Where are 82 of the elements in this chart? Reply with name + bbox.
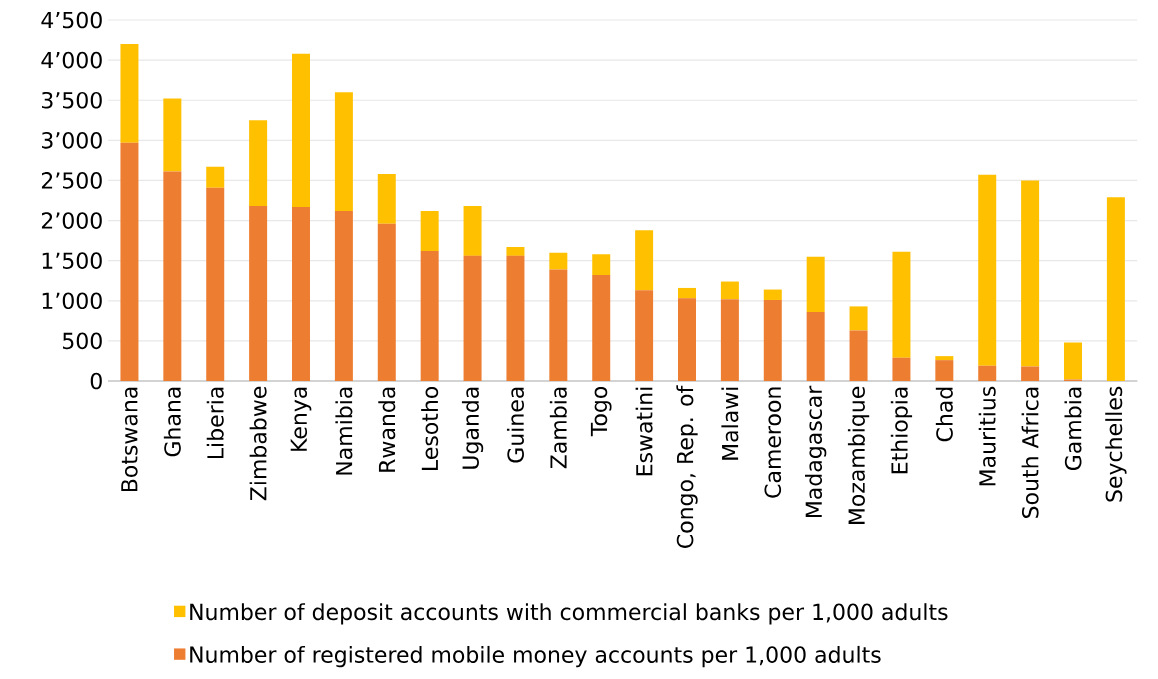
bar (849, 306, 868, 331)
bar (120, 44, 139, 143)
y-tick-label: 3’500 (41, 91, 102, 109)
x-tick-label: Cameroon (764, 387, 782, 498)
x-tick-label: Lesotho (421, 386, 439, 470)
bar (678, 298, 696, 381)
y-tick-label: 3’000 (41, 132, 102, 149)
y-tick-label: 0 (90, 372, 102, 390)
x-tick-label: Chad (935, 387, 953, 442)
bar (549, 269, 568, 381)
bar (720, 299, 739, 381)
bar (635, 290, 654, 381)
bar (678, 287, 696, 299)
bar (463, 206, 482, 256)
bar (163, 98, 182, 172)
bar (978, 365, 997, 381)
bar (334, 92, 353, 211)
bar (1021, 366, 1040, 381)
bar (935, 360, 954, 381)
x-tick-label: Togo (590, 386, 612, 437)
x-tick-label: Botswana (121, 387, 138, 492)
x-tick-label: Mozambique (847, 386, 870, 524)
bar (763, 299, 782, 381)
bar (420, 210, 439, 252)
y-tick-label: 4’000 (41, 51, 102, 69)
x-tick-label: Congo, Rep. of (676, 385, 698, 548)
bar (763, 289, 782, 300)
x-tick-label: Seychelles (1105, 386, 1127, 502)
x-tick-label: Gambia (1064, 387, 1082, 470)
bar (806, 312, 825, 381)
bar (292, 53, 311, 207)
bar (635, 230, 654, 291)
bar (720, 281, 739, 300)
x-tick-label: Uganda (461, 387, 484, 469)
bar (249, 206, 268, 381)
bar (892, 357, 911, 381)
x-tick-label: Rwanda (378, 387, 396, 472)
x-tick-label: Liberia (206, 387, 224, 459)
bar (592, 275, 611, 381)
y-tick-label: 2’000 (41, 212, 102, 229)
bar (292, 206, 311, 381)
x-tick-label: Madagascar (805, 385, 827, 517)
bar (206, 166, 225, 188)
y-tick-label: 500 (63, 332, 102, 350)
bar (463, 255, 482, 381)
bar (420, 251, 439, 381)
bar (1021, 180, 1040, 367)
y-tick-label: 2’500 (41, 172, 102, 189)
bar (806, 256, 825, 313)
x-tick-label: South Africa (1021, 387, 1039, 518)
bar (849, 330, 868, 381)
x-tick-label: Guinea (506, 387, 524, 463)
legend-label: Number of registered mobile money accounts per 1,000 adults (190, 645, 881, 668)
x-tick-label: Zimbabwe (249, 386, 267, 501)
x-tick-label: Zambia (549, 387, 567, 469)
bar (206, 187, 225, 381)
x-tick-label: Malawi (721, 387, 739, 460)
bar (377, 174, 396, 224)
x-tick-label: Eswatini (635, 387, 653, 476)
y-tick-label: 1’000 (42, 292, 102, 310)
x-tick-label: Namibia (335, 387, 353, 475)
bar (1063, 342, 1082, 380)
x-tick-label: Kenya (290, 387, 312, 451)
y-tick-label: 1’500 (42, 252, 102, 269)
bar (592, 254, 611, 276)
bar (120, 142, 139, 381)
bar (506, 247, 525, 256)
bar (935, 356, 954, 361)
bar (549, 252, 568, 270)
bar (334, 210, 353, 381)
legend-label: Number of deposit accounts with commercial banks per 1,000 adults (190, 603, 948, 625)
bar (249, 120, 268, 207)
bar (163, 171, 182, 381)
x-tick-label: Mauritius (978, 386, 996, 486)
bar (892, 251, 911, 358)
x-tick-label: Ethiopia (890, 387, 913, 474)
x-tick-label: Ghana (163, 387, 181, 457)
bar (377, 223, 396, 381)
bar (506, 255, 525, 381)
y-tick-label: 4’500 (41, 11, 102, 29)
bar (1106, 197, 1125, 381)
bar (978, 174, 997, 366)
